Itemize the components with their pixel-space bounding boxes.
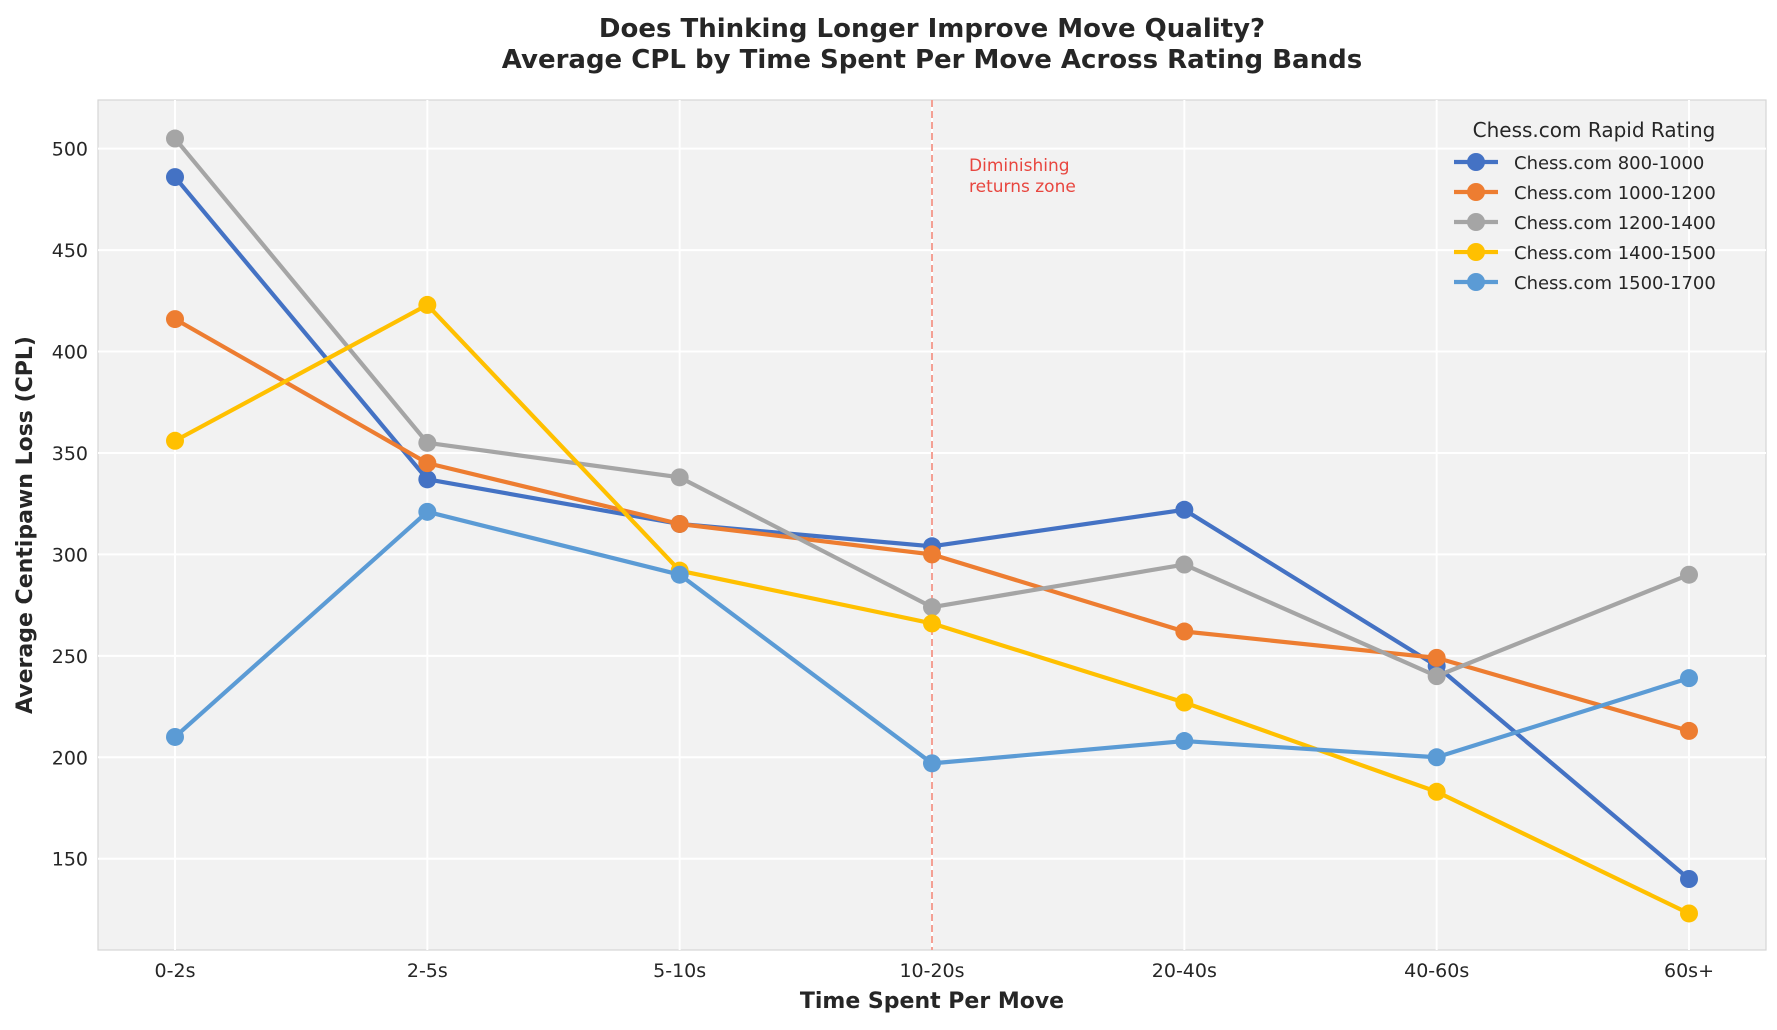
data-point — [1175, 622, 1194, 641]
data-point — [1427, 748, 1446, 767]
data-point — [1680, 904, 1698, 923]
data-point — [670, 514, 689, 533]
legend-title: Chess.com Rapid Rating — [1473, 118, 1716, 142]
y-tick-label: 500 — [52, 139, 88, 161]
legend: Chess.com Rapid Rating Chess.com 800-100… — [1454, 118, 1716, 294]
data-point — [923, 545, 941, 564]
data-point — [418, 470, 437, 489]
series-3 — [166, 129, 1698, 686]
y-tick-label: 450 — [52, 240, 88, 262]
legend-label: Chess.com 800-1000 — [1514, 153, 1704, 174]
annotation-text: returns zone — [969, 177, 1076, 197]
data-point — [166, 727, 184, 746]
data-point — [1427, 648, 1446, 667]
legend-marker — [1467, 243, 1485, 261]
chart-subtitle: Average CPL by Time Spent Per Move Acros… — [502, 45, 1362, 75]
data-point — [1175, 693, 1194, 712]
legend-marker — [1467, 183, 1485, 201]
series-2 — [166, 310, 1698, 740]
x-tick-label: 0-2s — [155, 960, 196, 982]
data-point — [1680, 565, 1698, 584]
data-point — [923, 754, 941, 773]
data-point — [1427, 667, 1446, 686]
data-point — [670, 565, 689, 584]
y-tick-label: 350 — [52, 443, 88, 465]
x-tick-label: 60s+ — [1664, 960, 1714, 982]
legend-marker — [1467, 153, 1485, 171]
x-tick-label: 10-20s — [899, 960, 964, 982]
data-point — [1680, 669, 1698, 688]
x-tick-label: 40-60s — [1404, 960, 1469, 982]
data-point — [1175, 732, 1194, 751]
data-point — [166, 129, 184, 148]
data-point — [1175, 555, 1194, 574]
data-point — [670, 468, 689, 487]
x-tick-label: 20-40s — [1152, 960, 1217, 982]
data-point — [923, 614, 941, 633]
data-point — [418, 295, 437, 314]
data-point — [923, 598, 941, 617]
data-point — [166, 431, 184, 450]
y-axis-label: Average Centipawn Loss (CPL) — [13, 336, 38, 714]
series-5 — [166, 502, 1698, 773]
data-point — [418, 454, 437, 473]
legend-label: Chess.com 1200-1400 — [1514, 213, 1716, 234]
data-point — [418, 433, 437, 452]
x-tick-labels: 0-2s 2-5s 5-10s 10-20s 20-40s 40-60s 60s+ — [155, 960, 1714, 982]
x-tick-label: 5-10s — [653, 960, 706, 982]
y-tick-label: 250 — [52, 646, 88, 668]
legend-marker — [1467, 213, 1485, 231]
chart-title: Does Thinking Longer Improve Move Qualit… — [599, 14, 1265, 44]
legend-item: Chess.com 1500-1700 — [1454, 273, 1716, 294]
x-axis-label: Time Spent Per Move — [800, 989, 1064, 1014]
legend-item: Chess.com 800-1000 — [1454, 153, 1704, 174]
y-tick-label: 300 — [52, 544, 88, 566]
data-point — [1427, 782, 1446, 801]
data-point — [166, 168, 184, 187]
data-series — [166, 129, 1698, 923]
legend-label: Chess.com 1400-1500 — [1514, 243, 1716, 264]
y-tick-label: 200 — [52, 747, 88, 769]
annotation-text: Diminishing — [969, 156, 1070, 176]
y-tick-label: 400 — [52, 342, 88, 364]
x-tick-label: 2-5s — [407, 960, 448, 982]
series-4 — [166, 295, 1698, 923]
data-point — [1680, 721, 1698, 740]
legend-item: Chess.com 1400-1500 — [1454, 243, 1716, 264]
legend-items: Chess.com 800-1000 Chess.com 1000-1200 Che… — [1454, 153, 1716, 294]
data-point — [166, 310, 184, 329]
legend-label: Chess.com 1000-1200 — [1514, 183, 1716, 204]
legend-item: Chess.com 1200-1400 — [1454, 213, 1716, 234]
y-tick-labels: 150 200 250 300 350 400 450 500 — [52, 139, 88, 871]
legend-item: Chess.com 1000-1200 — [1454, 183, 1716, 204]
legend-label: Chess.com 1500-1700 — [1514, 273, 1716, 294]
y-tick-label: 150 — [52, 849, 88, 871]
data-point — [418, 502, 437, 521]
data-point — [1175, 500, 1194, 519]
legend-marker — [1467, 273, 1485, 291]
data-point — [1680, 869, 1698, 888]
